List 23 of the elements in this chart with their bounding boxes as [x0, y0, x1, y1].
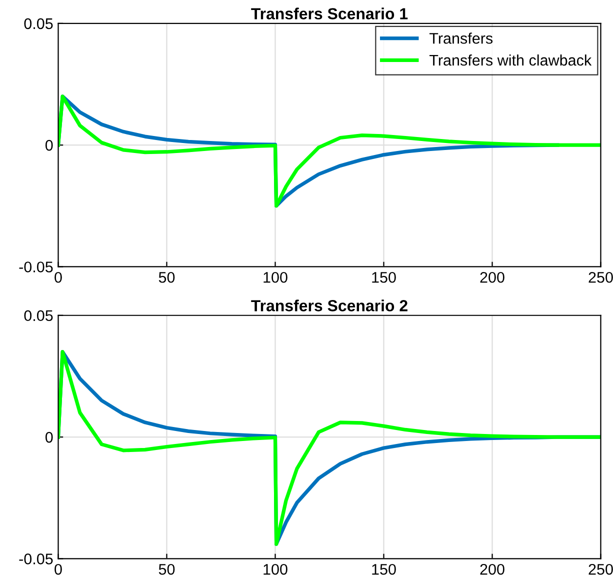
x-tick-label: 150 — [372, 564, 396, 575]
y-tick-label: 0.05 — [24, 310, 53, 322]
x-tick-label: 150 — [372, 272, 396, 283]
legend-label: Transfers — [429, 32, 493, 44]
x-tick-label: 200 — [480, 272, 504, 283]
x-tick-label: 0 — [54, 272, 62, 283]
y-tick-label: 0 — [45, 432, 53, 443]
x-tick-label: 250 — [588, 564, 613, 575]
chart-title: Transfers Scenario 1 — [251, 8, 408, 20]
legend-label: Transfers with clawback — [429, 54, 592, 66]
line-series — [58, 350, 601, 546]
x-tick-label: 100 — [264, 564, 288, 575]
x-tick-label: 200 — [480, 564, 504, 575]
y-tick-label: -0.05 — [19, 262, 53, 272]
x-tick-label: 50 — [158, 564, 175, 575]
x-tick-label: 250 — [588, 272, 613, 283]
x-tick-label: 0 — [54, 564, 62, 575]
x-tick-label: 50 — [158, 272, 175, 283]
y-tick-label: 0 — [45, 140, 53, 151]
y-tick-label: 0.05 — [24, 18, 53, 30]
chart-title: Transfers Scenario 2 — [251, 300, 408, 312]
y-tick-label: -0.05 — [19, 554, 53, 564]
x-tick-label: 100 — [264, 272, 288, 283]
